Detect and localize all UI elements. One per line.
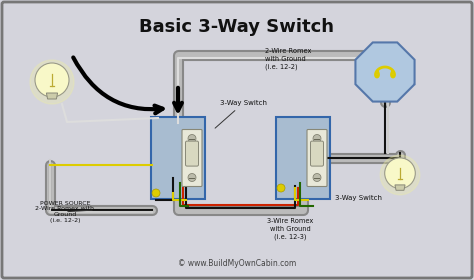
FancyBboxPatch shape <box>185 141 199 166</box>
Text: POWER SOURCE
2-Wire Romex with
Ground
(i.e. 12-2): POWER SOURCE 2-Wire Romex with Ground (i… <box>36 200 94 223</box>
Circle shape <box>188 174 196 181</box>
Circle shape <box>313 174 321 181</box>
FancyArrowPatch shape <box>73 57 163 113</box>
Circle shape <box>30 60 74 104</box>
FancyBboxPatch shape <box>2 2 472 278</box>
Text: 3-Wire Romex
with Ground
(i.e. 12-3): 3-Wire Romex with Ground (i.e. 12-3) <box>267 218 313 241</box>
Circle shape <box>35 63 69 97</box>
FancyBboxPatch shape <box>310 141 323 166</box>
Text: 3-Way Switch: 3-Way Switch <box>335 195 382 201</box>
Text: 3-Way Switch: 3-Way Switch <box>215 100 267 128</box>
FancyBboxPatch shape <box>182 129 202 186</box>
Text: Basic 3-Way Switch: Basic 3-Way Switch <box>139 18 335 36</box>
FancyBboxPatch shape <box>276 117 330 199</box>
Circle shape <box>385 158 415 188</box>
FancyBboxPatch shape <box>151 117 205 199</box>
FancyBboxPatch shape <box>307 129 327 186</box>
Polygon shape <box>356 43 415 102</box>
Circle shape <box>188 134 196 143</box>
Circle shape <box>313 134 321 143</box>
Circle shape <box>152 189 160 197</box>
Polygon shape <box>395 185 405 190</box>
Text: 2-Wire Romex
with Ground
(i.e. 12-2): 2-Wire Romex with Ground (i.e. 12-2) <box>265 48 311 71</box>
Circle shape <box>380 155 420 195</box>
Text: © www.BuildMyOwnCabin.com: © www.BuildMyOwnCabin.com <box>178 259 296 268</box>
Polygon shape <box>46 93 58 99</box>
Circle shape <box>277 184 285 192</box>
